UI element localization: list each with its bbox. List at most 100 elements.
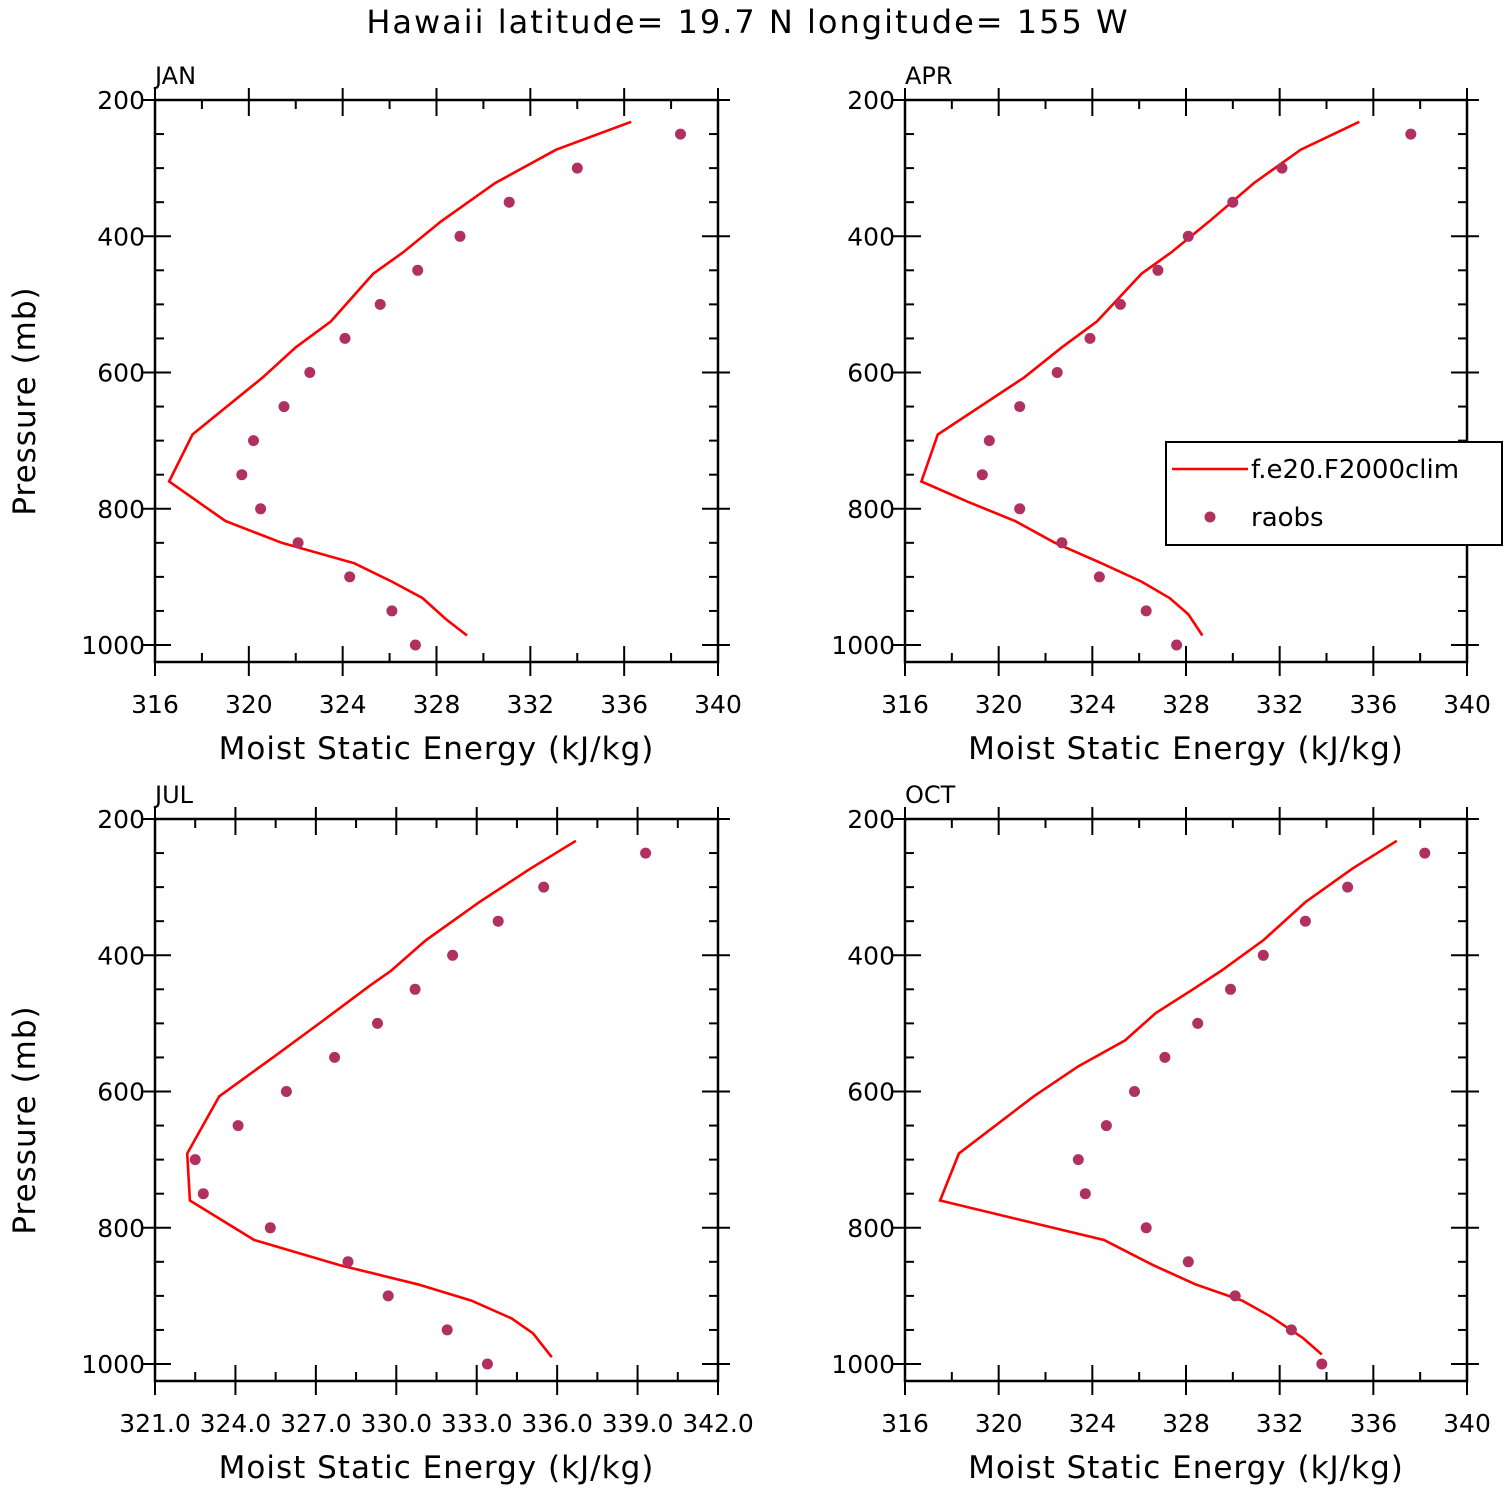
x-tick-label: 316	[881, 1409, 929, 1438]
x-tick-label: 340	[1443, 1409, 1491, 1438]
obs-point	[1014, 503, 1026, 515]
x-tick-label: 328	[413, 690, 461, 719]
obs-point	[1192, 1017, 1204, 1029]
obs-point	[983, 435, 995, 447]
figure-title: Hawaii latitude= 19.7 N longitude= 155 W	[366, 3, 1129, 41]
panel-oct: OCT 200 400 600 800 1000 316 320 324 328 332 336 340…	[831, 781, 1490, 1486]
y-tick-label: 200	[847, 805, 895, 834]
obs-point	[1229, 1290, 1241, 1302]
obs-point	[339, 332, 351, 344]
obs-point	[189, 1154, 201, 1166]
y-tick-label: 1000	[831, 1350, 895, 1379]
obs-point	[382, 1290, 394, 1302]
obs-point	[304, 367, 316, 378]
x-tick-label: 320	[975, 690, 1023, 719]
obs-point	[386, 605, 398, 617]
obs-point	[1299, 915, 1311, 927]
series-line-model	[185, 839, 577, 1359]
x-tick-label: 332	[1256, 1409, 1304, 1438]
obs-point	[412, 264, 424, 276]
x-tick-label: 332	[1256, 690, 1304, 719]
x-tick-label: 333.0	[441, 1409, 513, 1438]
obs-point	[571, 162, 583, 174]
obs-point	[503, 196, 515, 208]
y-tick-label: 600	[847, 1078, 895, 1107]
panel-apr: APR 200 400 600 800 1000 316 320 324 328 332 336 340…	[831, 62, 1490, 767]
x-tick-label: 336	[600, 690, 648, 719]
y-tick-label: 200	[847, 86, 895, 115]
legend: f.e20.F2000clim raobs	[1165, 441, 1503, 546]
y-tick-label: 200	[97, 805, 145, 834]
obs-point	[1129, 1086, 1140, 1097]
x-tick-label: 324	[1068, 1409, 1116, 1438]
obs-point	[1225, 983, 1236, 995]
y-tick-label: 1000	[81, 1350, 145, 1379]
y-tick-label: 1000	[831, 631, 895, 660]
plot-frame	[903, 98, 1469, 664]
panel-label: OCT	[905, 781, 956, 809]
y-tick-label: 1000	[81, 631, 145, 660]
x-tick-label: 330.0	[360, 1409, 432, 1438]
y-tick-label: 400	[847, 222, 895, 251]
obs-point	[374, 298, 386, 310]
obs-point	[1079, 1188, 1091, 1200]
obs-point	[292, 537, 304, 549]
y-tick-label: 800	[847, 1214, 895, 1243]
x-tick-label: 340	[694, 690, 742, 719]
obs-point	[1276, 162, 1288, 174]
y-axis-label: Pressure (mb)	[7, 286, 43, 515]
obs-point	[481, 1358, 493, 1370]
obs-point	[447, 949, 459, 961]
x-tick-label: 320	[975, 1409, 1023, 1438]
panel-label: JAN	[153, 62, 196, 90]
legend-box	[1165, 441, 1503, 546]
obs-point	[1182, 1256, 1194, 1268]
legend-dot-swatch	[1204, 511, 1216, 523]
obs-point	[1072, 1154, 1084, 1166]
y-tick-label: 200	[97, 86, 145, 115]
obs-point	[1114, 298, 1126, 310]
obs-point	[1093, 571, 1105, 583]
obs-point	[1419, 847, 1431, 859]
obs-point	[675, 128, 686, 140]
obs-point	[1152, 264, 1164, 276]
x-tick-label: 316	[131, 690, 179, 719]
obs-point	[1182, 230, 1194, 242]
obs-point	[372, 1017, 383, 1029]
obs-point	[1285, 1324, 1297, 1336]
obs-point	[1316, 1358, 1328, 1370]
obs-point	[538, 881, 550, 893]
plot-frame	[903, 817, 1469, 1383]
y-tick-label: 800	[97, 1214, 145, 1243]
obs-point	[1159, 1051, 1171, 1063]
y-tick-label: 800	[97, 495, 145, 524]
x-tick-label: 336	[1349, 690, 1397, 719]
obs-point	[329, 1051, 341, 1063]
x-tick-label: 328	[1162, 1409, 1210, 1438]
obs-point	[278, 401, 290, 413]
obs-point	[441, 1324, 453, 1336]
obs-point	[1405, 128, 1417, 140]
panel-label: APR	[905, 62, 953, 90]
x-axis-label: Moist Static Energy (kJ/kg)	[219, 1450, 655, 1486]
obs-point	[1014, 401, 1026, 413]
obs-point	[248, 435, 259, 447]
obs-point	[344, 571, 356, 583]
x-tick-label: 339.0	[602, 1409, 674, 1438]
obs-point	[1227, 196, 1239, 208]
obs-point	[1100, 1120, 1112, 1132]
obs-point	[409, 983, 421, 995]
panels: JAN 200 400 600 800 1000 316 320 324 328 332 336 340…	[7, 62, 1503, 1486]
x-axis-label: Moist Static Energy (kJ/kg)	[968, 1450, 1404, 1486]
obs-point	[1171, 639, 1183, 651]
obs-point	[1051, 367, 1063, 378]
y-tick-label: 400	[97, 222, 145, 251]
obs-point	[280, 1086, 292, 1097]
obs-point	[1257, 949, 1269, 961]
x-tick-label: 324.0	[200, 1409, 272, 1438]
x-tick-label: 342.0	[682, 1409, 754, 1438]
obs-point	[1342, 881, 1354, 893]
x-tick-label: 336.0	[521, 1409, 593, 1438]
y-tick-label: 400	[847, 941, 895, 970]
obs-point	[264, 1222, 276, 1234]
